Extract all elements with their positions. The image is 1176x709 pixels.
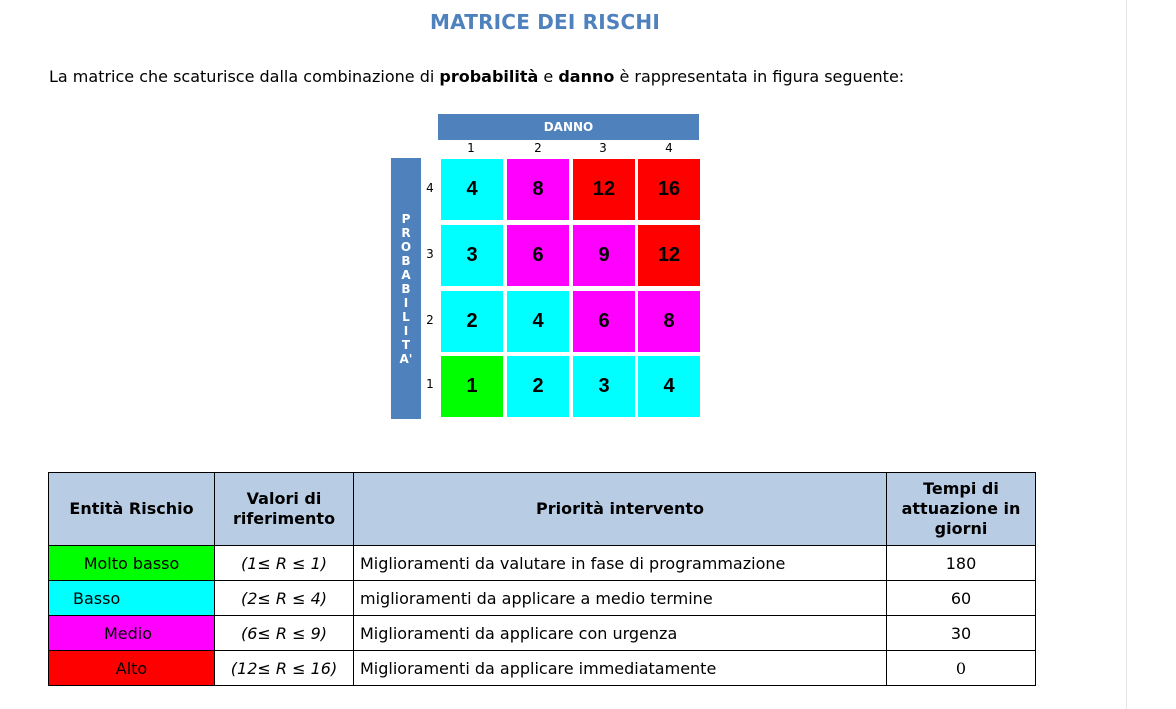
column-label: 4 [665,141,673,155]
page-edge-rule [1126,0,1127,709]
intro-bold-probabilita: probabilità [439,67,539,86]
matrix-cell: 4 [441,159,503,220]
intro-text-mid: e [538,67,559,86]
tempi-cell: 30 [886,615,1036,651]
table-row: Alto (12≤ R ≤ 16) Miglioramenti da appli… [48,650,1036,686]
valori-cell: (1≤ R ≤ 1) [214,545,354,581]
matrix-cell: 1 [441,356,503,417]
row-label: 2 [426,313,434,327]
valori-cell: (2≤ R ≤ 4) [214,580,354,616]
tempi-cell: 0 [886,650,1036,686]
matrix-cell: 6 [507,225,569,286]
column-label: 1 [467,141,475,155]
matrix-cell: 16 [638,159,700,220]
matrix-cell: 3 [573,356,635,417]
probabilita-letter: R [401,225,411,240]
page-title: MATRICE DEI RISCHI [430,10,660,34]
priorita-cell: Miglioramenti da valutare in fase di pro… [353,545,887,581]
header-valori-riferimento: Valori di riferimento [214,472,354,546]
priorita-cell: miglioramenti da applicare a medio termi… [353,580,887,616]
probabilita-letter: P [401,211,411,226]
matrix-cell: 8 [638,291,700,352]
matrix-cell: 12 [638,225,700,286]
probabilita-letter: B [401,253,411,268]
matrix-cell: 2 [441,291,503,352]
entita-cell: Alto [48,650,215,686]
priorita-cell: Miglioramenti da applicare immediatament… [353,650,887,686]
matrix-cell: 4 [507,291,569,352]
table-row: Medio (6≤ R ≤ 9) Miglioramenti da applic… [48,615,1036,651]
probabilita-letter: B [401,281,411,296]
row-label: 3 [426,247,434,261]
column-label: 3 [599,141,607,155]
intro-paragraph: La matrice che scaturisce dalla combinaz… [49,67,904,86]
intro-text-post: è rappresentata in figura seguente: [614,67,905,86]
matrix-cell: 8 [507,159,569,220]
matrix-cell: 12 [573,159,635,220]
row-label: 4 [426,181,434,195]
header-tempi-attuazione: Tempi di attuazione in giorni [886,472,1036,546]
probabilita-letter: I [403,295,409,310]
entita-cell: Molto basso [48,545,215,581]
intro-bold-danno: danno [558,67,615,86]
priorita-cell: Miglioramenti da applicare con urgenza [353,615,887,651]
valori-cell: (6≤ R ≤ 9) [214,615,354,651]
matrix-cell: 9 [573,225,635,286]
probabilita-letter: A' [399,351,413,366]
table-row: Molto basso (1≤ R ≤ 1) Miglioramenti da … [48,545,1036,581]
matrix-cell: 3 [441,225,503,286]
probabilita-letter: T [401,337,411,352]
intro-text-pre: La matrice che scaturisce dalla combinaz… [49,67,440,86]
header-priorita-intervento: Priorità intervento [353,472,887,546]
matrix-cell: 2 [507,356,569,417]
probabilita-letter: I [403,323,409,338]
probabilita-letter: A [401,267,411,282]
tempi-cell: 60 [886,580,1036,616]
danno-axis-header: DANNO [438,114,699,140]
matrix-cell: 4 [638,356,700,417]
entita-cell: Basso [48,580,215,616]
probabilita-letter: O [400,239,412,254]
valori-cell: (12≤ R ≤ 16) [214,650,354,686]
entita-cell: Medio [48,615,215,651]
matrix-cell: 6 [573,291,635,352]
table-row: Basso (2≤ R ≤ 4) miglioramenti da applic… [48,580,1036,616]
probabilita-axis-header: P R O B A B I L I T A' [391,158,421,419]
column-label: 2 [534,141,542,155]
legend-header-row: Entità Rischio Valori di riferimento Pri… [48,472,1036,546]
tempi-cell: 180 [886,545,1036,581]
header-entita-rischio: Entità Rischio [48,472,215,546]
probabilita-letter: L [402,309,410,324]
row-label: 1 [426,377,434,391]
risk-legend-table: Entità Rischio Valori di riferimento Pri… [48,472,1036,686]
